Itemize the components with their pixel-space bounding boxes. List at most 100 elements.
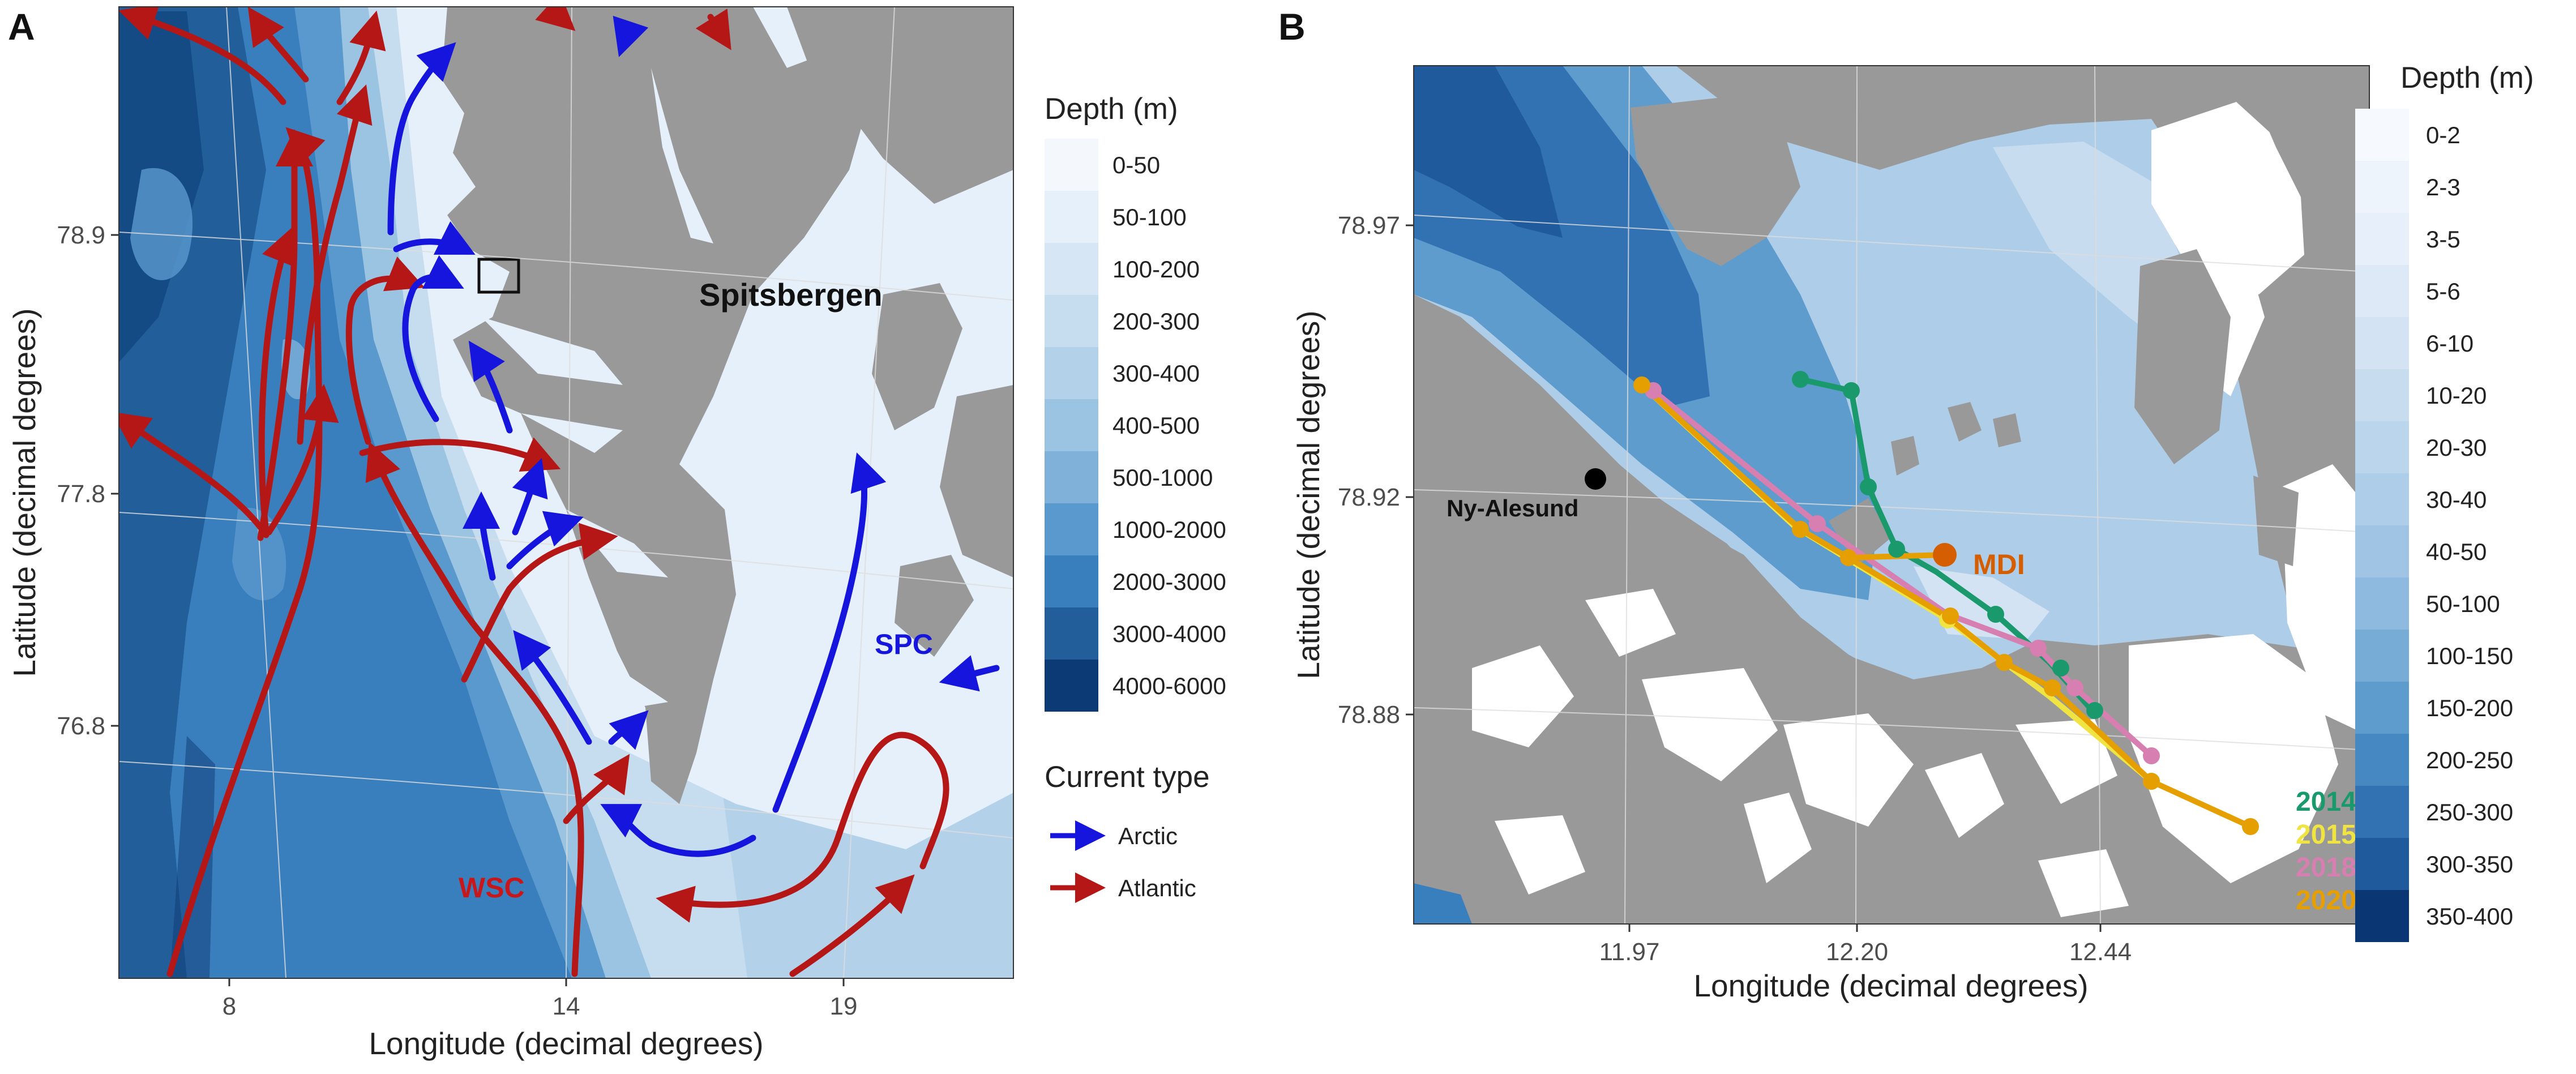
ny-alesund-marker — [1585, 468, 1606, 490]
arctic-legend-label: Arctic — [1118, 823, 1178, 849]
ny-alesund-label: Ny-Alesund — [1447, 495, 1578, 521]
panel_b-depth-label-14: 300-350 — [2426, 851, 2513, 878]
a-y-title: Latitude (decimal degrees) — [7, 308, 42, 677]
panel_a-depth-label-5: 400-500 — [1112, 412, 1200, 439]
a-depth-legend: 0-50 50-100 100-200 200-300 300-400 400-500 50… — [1045, 139, 1226, 712]
b-x-tick-3: 12.44 — [2069, 938, 2132, 966]
a-x-title: Longitude (decimal degrees) — [369, 1026, 763, 1061]
arctic-currents — [387, 15, 1000, 857]
panel_b-depth-label-6: 20-30 — [2426, 434, 2487, 461]
panel_b-depth-swatch-15 — [2355, 890, 2409, 942]
b-y-tick-1: 78.97 — [1338, 212, 1400, 239]
panel_a-depth-swatch-2 — [1045, 243, 1098, 295]
panel_a-depth-label-6: 500-1000 — [1112, 464, 1213, 491]
panel-b-letter: B — [1278, 6, 1306, 48]
a-x-tick-2: 14 — [553, 992, 580, 1020]
track-points — [1633, 371, 2259, 835]
panel_b-depth-swatch-10 — [2355, 630, 2409, 682]
year-label-2018: 2018 — [2296, 853, 2356, 883]
study-site-box — [477, 258, 520, 294]
panel_b-depth-label-4: 6-10 — [2426, 330, 2474, 357]
panel-a-map: Spitsbergen SPC WSC — [119, 7, 1013, 978]
panel_b-depth-label-10: 100-150 — [2426, 643, 2513, 669]
a-y-tick-3: 76.8 — [57, 712, 105, 740]
panel_b-depth-swatch-12 — [2355, 734, 2409, 786]
panel-b-axes: 11.97 12.20 12.44 78.97 78.92 78.88 Long… — [1291, 212, 2132, 1003]
panel_b-depth-swatch-1 — [2355, 161, 2409, 213]
b-depth-legend: 0-2 2-3 3-5 5-6 6-10 10-20 20-30 30-40 40-50 50-1… — [2355, 109, 2513, 942]
a-x-tick-1: 8 — [222, 992, 236, 1020]
panel_a-depth-swatch-4 — [1045, 347, 1098, 399]
a-y-tick-2: 77.8 — [57, 480, 105, 508]
panel_b-depth-label-13: 250-300 — [2426, 799, 2513, 825]
a-x-tick-3: 19 — [830, 992, 858, 1020]
panel_a-depth-swatch-10 — [1045, 660, 1098, 712]
panel-a-axes: 8 14 19 78.9 77.8 76.8 Longitude (decima… — [7, 221, 857, 1061]
a-current-legend: Arctic Atlantic — [1050, 820, 1196, 903]
b-x-tick-1: 11.97 — [1599, 938, 1660, 966]
panel_a-depth-swatch-6 — [1045, 451, 1098, 503]
panel_a-depth-label-7: 1000-2000 — [1112, 516, 1226, 543]
panel_b-depth-swatch-3 — [2355, 265, 2409, 317]
spc-label: SPC — [875, 628, 933, 660]
panel_a-depth-swatch-0 — [1045, 139, 1098, 191]
track-2018 — [1650, 388, 2154, 759]
panel_a-depth-label-2: 100-200 — [1112, 256, 1200, 283]
spitsbergen-label: Spitsbergen — [699, 277, 883, 313]
panel_b-depth-swatch-14 — [2355, 838, 2409, 890]
panel_a-depth-swatch-7 — [1045, 503, 1098, 555]
panel_b-depth-label-1: 2-3 — [2426, 174, 2461, 200]
year-label-2014: 2014 — [2296, 787, 2356, 817]
panel-b-map: Ny-Alesund MDI 2014 2015 2018 2020 — [1414, 66, 2369, 924]
panel_b-depth-swatch-4 — [2355, 317, 2409, 369]
atlantic-currents — [119, 7, 949, 977]
panel_b-depth-swatch-0 — [2355, 109, 2409, 161]
panel_b-depth-label-9: 50-100 — [2426, 591, 2500, 617]
panel_b-depth-label-15: 350-400 — [2426, 903, 2513, 930]
panel_b-depth-swatch-8 — [2355, 525, 2409, 577]
panel_b-depth-swatch-11 — [2355, 682, 2409, 734]
year-label-2020: 2020 — [2296, 885, 2356, 915]
panel_b-depth-label-11: 150-200 — [2426, 695, 2513, 721]
panel_a-depth-label-10: 4000-6000 — [1112, 673, 1226, 699]
panel_b-depth-label-7: 30-40 — [2426, 486, 2487, 513]
track-2020 — [1639, 382, 2253, 829]
panel_b-depth-label-0: 0-2 — [2426, 122, 2461, 148]
panel_b-depth-swatch-2 — [2355, 213, 2409, 265]
panel_a-depth-swatch-1 — [1045, 191, 1098, 243]
a-depth-legend-title: Depth (m) — [1045, 92, 1178, 126]
panel-a-letter: A — [8, 6, 35, 48]
mdi-marker — [1933, 543, 1957, 567]
panel_a-depth-swatch-8 — [1045, 555, 1098, 607]
panel_a-depth-swatch-3 — [1045, 295, 1098, 347]
panel_b-depth-swatch-9 — [2355, 577, 2409, 630]
wsc-label: WSC — [459, 872, 525, 904]
year-label-2015: 2015 — [2296, 820, 2356, 850]
panel_b-depth-swatch-13 — [2355, 786, 2409, 838]
b-x-title: Longitude (decimal degrees) — [1693, 968, 2088, 1003]
panel_b-depth-label-8: 40-50 — [2426, 538, 2487, 565]
panel_b-depth-swatch-6 — [2355, 421, 2409, 473]
b-y-tick-3: 78.88 — [1338, 701, 1400, 729]
panel_b-depth-label-2: 3-5 — [2426, 226, 2461, 253]
b-y-tick-2: 78.92 — [1338, 483, 1400, 511]
panel_b-depth-swatch-7 — [2355, 473, 2409, 525]
panel_a-depth-label-3: 200-300 — [1112, 308, 1200, 335]
a-current-legend-title: Current type — [1045, 760, 1210, 794]
panel_a-depth-swatch-9 — [1045, 607, 1098, 660]
panel_a-depth-swatch-5 — [1045, 399, 1098, 451]
atlantic-legend-label: Atlantic — [1118, 875, 1196, 901]
panel_a-depth-label-0: 0-50 — [1112, 152, 1160, 178]
panel_a-depth-label-9: 3000-4000 — [1112, 621, 1226, 647]
panel_b-depth-label-5: 10-20 — [2426, 382, 2487, 409]
panel_b-depth-label-12: 200-250 — [2426, 747, 2513, 773]
panel_a-depth-label-4: 300-400 — [1112, 360, 1200, 387]
b-y-title: Latitude (decimal degrees) — [1291, 310, 1326, 679]
mdi-label: MDI — [1973, 549, 2025, 580]
b-x-tick-2: 12.20 — [1826, 938, 1888, 966]
panel_b-depth-label-3: 5-6 — [2426, 278, 2461, 305]
a-y-tick-1: 78.9 — [57, 221, 105, 249]
panel_b-depth-swatch-5 — [2355, 369, 2409, 421]
b-depth-legend-title: Depth (m) — [2400, 61, 2534, 95]
